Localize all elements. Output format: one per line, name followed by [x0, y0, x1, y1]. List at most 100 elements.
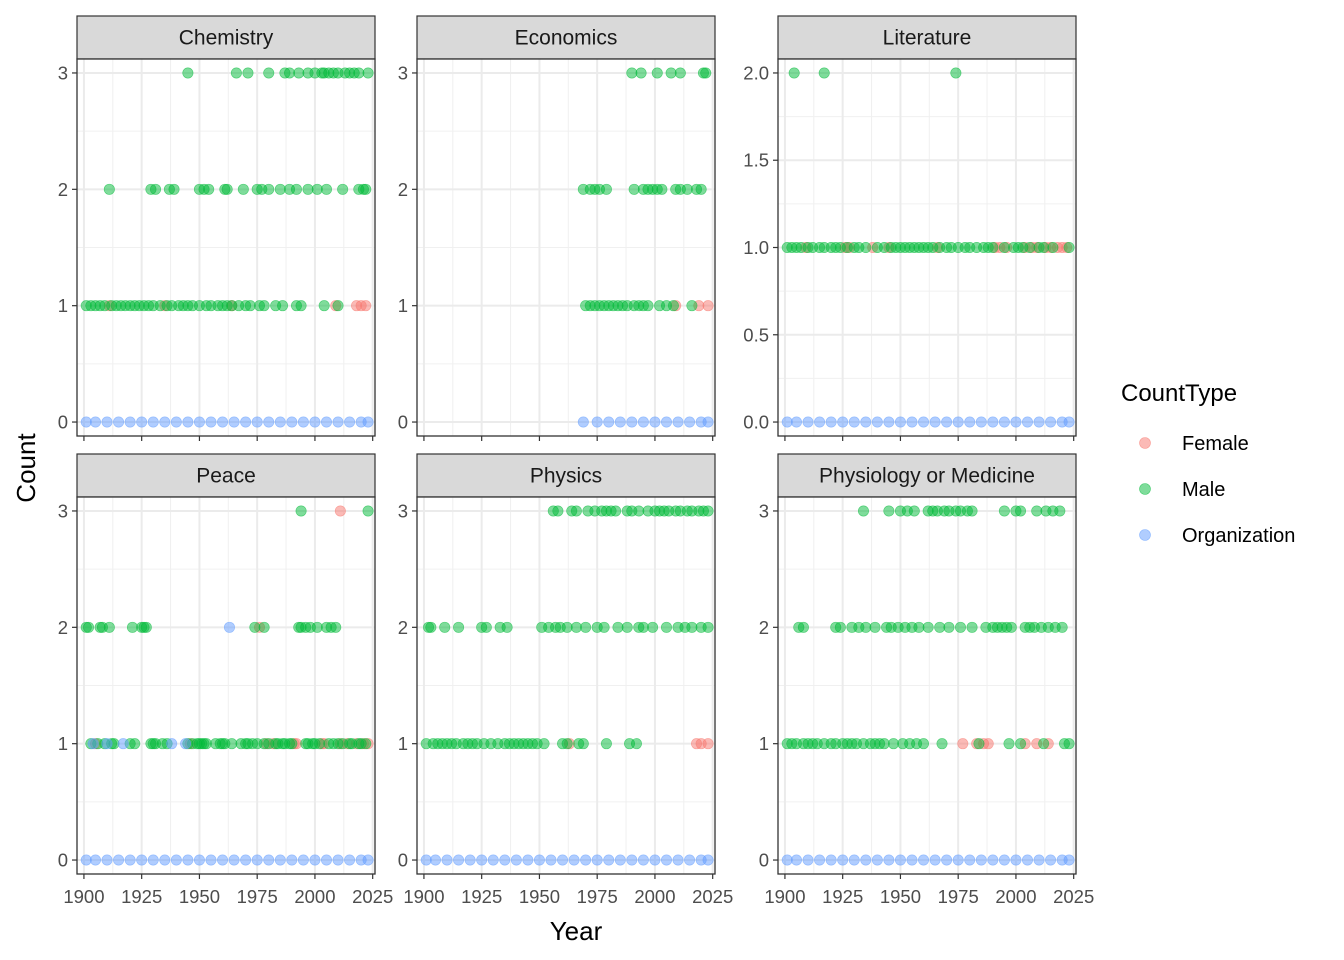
x-tick-label: 2025 [1053, 886, 1094, 907]
point-organization [136, 416, 148, 428]
point-organization [941, 416, 953, 428]
y-tick-label: 2 [398, 617, 408, 638]
point-male [203, 183, 215, 195]
point-organization [545, 854, 557, 866]
point-organization [286, 416, 298, 428]
point-organization [702, 854, 714, 866]
point-organization [533, 854, 545, 866]
point-female [957, 738, 969, 750]
point-organization [1021, 854, 1033, 866]
y-tick-label: 3 [398, 62, 408, 83]
legend-key-organization [1139, 529, 1151, 541]
point-organization [228, 416, 240, 428]
point-male [1054, 505, 1066, 517]
y-tick-label: 2 [58, 179, 68, 200]
point-organization [577, 416, 589, 428]
point-male [439, 621, 451, 633]
point-male [936, 738, 948, 750]
point-male [362, 67, 374, 79]
point-male [168, 183, 180, 195]
point-organization [124, 416, 136, 428]
point-male [626, 67, 638, 79]
point-organization [1045, 854, 1057, 866]
point-organization [332, 854, 344, 866]
point-female [982, 738, 994, 750]
point-male [318, 300, 330, 312]
point-organization [80, 854, 92, 866]
point-male [501, 621, 513, 633]
point-organization [344, 854, 356, 866]
point-male [302, 183, 314, 195]
point-male [818, 67, 830, 79]
x-tick-label: 2025 [352, 886, 393, 907]
point-male [290, 183, 302, 195]
point-male [83, 621, 95, 633]
point-organization [987, 416, 999, 428]
point-male [1038, 738, 1050, 750]
point-male [1047, 242, 1059, 254]
point-organization [263, 416, 275, 428]
point-male [258, 300, 270, 312]
point-organization [136, 854, 148, 866]
point-organization [837, 416, 849, 428]
point-organization [557, 854, 569, 866]
point-female [360, 300, 372, 312]
point-organization [464, 854, 476, 866]
point-organization [274, 416, 286, 428]
point-organization [453, 854, 465, 866]
point-male [857, 505, 869, 517]
point-male [600, 183, 612, 195]
point-male [834, 621, 846, 633]
x-tick-label: 2025 [692, 886, 733, 907]
point-organization [998, 416, 1010, 428]
point-male [665, 67, 677, 79]
x-tick-label: 1950 [519, 886, 560, 907]
point-male [788, 67, 800, 79]
point-organization [251, 416, 263, 428]
point-male [660, 621, 672, 633]
point-organization [848, 416, 860, 428]
point-male [686, 300, 698, 312]
legend-key-female [1139, 437, 1151, 449]
point-organization [1033, 416, 1045, 428]
point-organization [89, 416, 101, 428]
point-male [237, 183, 249, 195]
x-tick-label: 1950 [179, 886, 220, 907]
point-organization [1010, 416, 1022, 428]
y-tick-label: 1 [398, 295, 408, 316]
point-organization [476, 854, 488, 866]
point-organization [499, 854, 511, 866]
point-organization [420, 854, 432, 866]
panel-physiology-or-medicine: Physiology or Medicine 0 1 2 3 1900 1925 1950 19… [759, 453, 1094, 907]
point-female [334, 505, 346, 517]
point-organization [929, 416, 941, 428]
point-male [651, 67, 663, 79]
point-male [293, 67, 305, 79]
point-male [538, 738, 550, 750]
point-organization [180, 738, 192, 750]
point-male [277, 300, 289, 312]
point-organization [205, 416, 217, 428]
x-tick-label: 1900 [63, 886, 104, 907]
x-axis-title: Year [550, 916, 603, 946]
point-male [598, 621, 610, 633]
y-tick-label: 0 [58, 850, 68, 871]
point-organization [147, 854, 159, 866]
point-male [577, 738, 589, 750]
strip-peace [76, 453, 376, 498]
point-male [630, 738, 642, 750]
point-organization [297, 416, 309, 428]
point-male [1063, 242, 1075, 254]
point-male [200, 738, 212, 750]
point-organization [637, 854, 649, 866]
point-organization [217, 416, 229, 428]
panel-physics: Physics 0 1 2 3 1900 1925 1950 1975 2000 2025 [398, 453, 733, 907]
point-male [922, 621, 934, 633]
point-male [600, 738, 612, 750]
point-male [284, 67, 296, 79]
point-organization [182, 854, 194, 866]
point-male [628, 183, 640, 195]
point-organization [837, 854, 849, 866]
panel-border [76, 58, 376, 437]
point-male [295, 505, 307, 517]
